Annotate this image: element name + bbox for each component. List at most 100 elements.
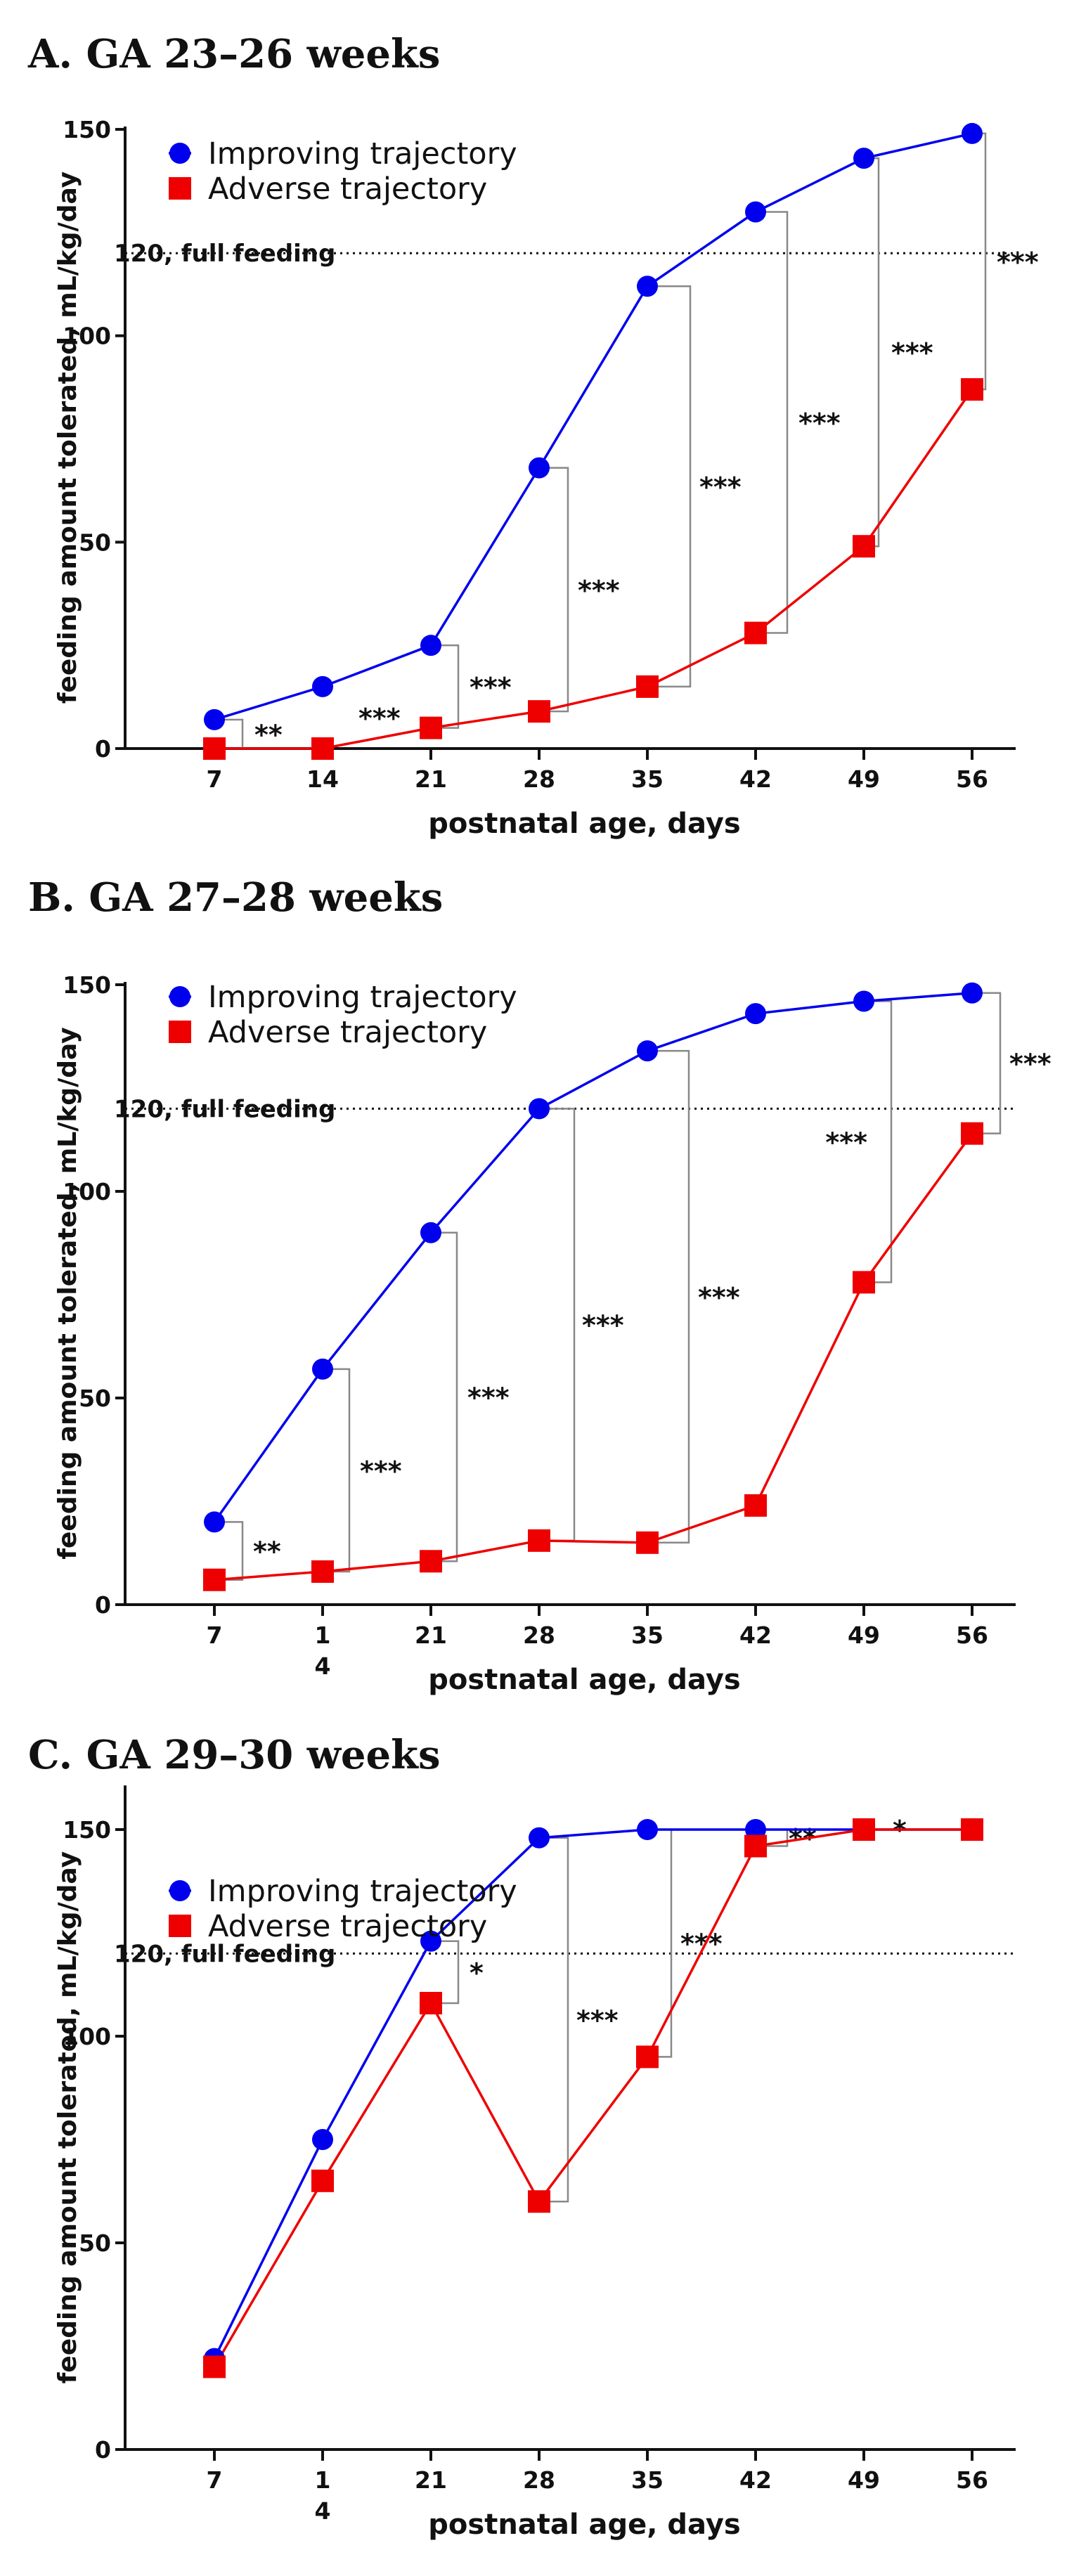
panel-b-sig-label-3: *** [582,1310,624,1341]
panel-c-y-tick-label-3: 150 [63,1816,111,1844]
panel-a-sig-bracket-3 [542,467,569,713]
panel-b-y-axis-label: feeding amount tolerated, mL/kg/day [53,1027,82,1559]
panel-c-series-0-point-3 [529,1827,550,1849]
panel-b-y-tick-label-3: 150 [63,971,111,999]
panel-b-series-0-point-5 [745,1003,766,1025]
panel-c-x-tick-label-2: 21 [415,2466,447,2494]
panel-a-series-0-point-1 [312,675,333,697]
panel-a-series-0-point-3 [529,457,550,479]
panel-b-x-tick-label-6: 49 [848,1622,880,1649]
panel-a-sig-bracket-4 [650,285,692,688]
panel-c-series-1-point-7 [961,1818,983,1841]
panel-a-sig-label-3: *** [578,575,620,606]
panel-a-series-0-point-4 [637,276,658,297]
panel-c-series-0-point-2 [420,1930,441,1952]
panel-b-series-1-point-5 [744,1494,767,1517]
panel-c-legend-label-1: Adverse trajectory [208,1909,487,1944]
panel-c-sig-bracket-0 [434,1940,460,2005]
panel-a-series-0-point-5 [745,201,766,223]
panel-a-x-tick-label-5: 42 [739,765,772,793]
panel-a-series-0-line [214,132,973,721]
panel-a-x-tick-label-7: 56 [956,765,988,793]
panel-b-series-0-line [213,992,973,1523]
panel-b-sig-bracket-2 [434,1231,458,1562]
panel-c-x-tick-label-6: 49 [848,2466,880,2494]
panel-b-series-0-point-2 [420,1222,441,1243]
panel-b-series-0-point-3 [529,1098,550,1120]
panel-a-sig-label-4: *** [699,472,742,503]
panel-a-x-axis-label: postnatal age, days [428,808,740,840]
panel-b-x-tick-label-1-1: 4 [315,1652,331,1680]
panel-a-y-tick-label-0: 0 [95,735,111,763]
panel-a-sig-label-2: *** [470,672,512,703]
panel-a-sig-label-7: *** [997,247,1039,278]
panel-a-series-1-point-2 [420,716,442,739]
panel-b-series-1-point-6 [853,1271,875,1294]
panel-b-x-tick-label-2: 21 [415,1622,447,1649]
panel-b-series-0-point-1 [312,1358,333,1380]
panel-a-sig-label-6: *** [891,337,933,368]
panel-a-series-0-point-6 [853,148,874,169]
panel-b-sig-bracket-1 [325,1368,351,1573]
panel-a-sig-label-1: *** [358,703,401,734]
panel-b-x-tick-label-0: 7 [207,1622,223,1649]
panel-b-title: B. GA 27–28 weeks [28,874,443,921]
panel-a-y-axis-label: feeding amount tolerated, mL/kg/day [53,171,82,704]
panel-b-sig-bracket-3 [542,1108,576,1542]
panel-a-y-tick-label-1: 50 [79,529,111,556]
panel-c-series-1-point-0 [203,2355,226,2378]
panel-b-x-tick-label-7: 56 [956,1622,988,1649]
panel-a-x-tick-label-6: 49 [848,765,880,793]
panel-c-x-tick-label-3: 28 [523,2466,555,2494]
panel-c-legend-label-0: Improving trajectory [208,1874,517,1909]
panel-c-sig-label-2: *** [680,1929,723,1960]
panel-b-x-tick-label-4: 35 [631,1622,664,1649]
panel-a-series-1-point-6 [853,535,875,558]
panel-b-series-1-line [214,1132,973,1581]
panel-b-x-tick-label-5: 42 [739,1622,772,1649]
panel-b-y-tick-label-2: 100 [63,1178,111,1205]
panel-c-sig-bracket-2 [650,1828,673,2058]
panel-a-sig-bracket-7 [975,132,987,391]
panel-b-series-1-point-7 [961,1122,983,1145]
panel-a-series-1-line [214,389,973,750]
panel-b-legend-marker-0 [169,986,190,1007]
panel-a-series-1-point-7 [961,378,983,401]
panel-a-sig-label-0: ** [254,719,283,750]
panel-a-x-tick-label-1: 14 [306,765,339,793]
panel-c-reference-label: 120, full feeding [114,1940,335,1968]
panel-a-sig-label-5: *** [798,408,841,439]
panel-c-series-1-point-3 [528,2190,550,2213]
panel-b-series-0-point-0 [204,1511,225,1533]
panel-c-x-tick-label-4: 35 [631,2466,664,2494]
panel-a-x-tick-label-2: 21 [415,765,447,793]
panel-a-x-tick-label-4: 35 [631,765,664,793]
panel-a-series-1-point-0 [203,737,226,760]
panel-b-series-1-point-1 [311,1560,334,1583]
panel-c-series-0-point-4 [637,1819,658,1840]
panel-b-series-1-point-3 [528,1529,550,1552]
panel-b-series-0-point-4 [637,1040,658,1062]
panel-b-series-1-point-2 [420,1550,442,1573]
panel-b-sig-bracket-6 [975,992,1002,1134]
panel-b-x-tick-label-1-0: 1 [315,1622,331,1649]
panel-b-legend-label-0: Improving trajectory [208,980,517,1015]
panel-b-y-tick-label-1: 50 [79,1385,111,1412]
panel-b-y-tick-label-0: 0 [95,1591,111,1619]
panel-a-legend-label-0: Improving trajectory [208,136,517,171]
panel-b-series-1-point-4 [636,1531,659,1554]
panel-c-series-0-point-1 [312,2129,333,2150]
panel-c-series-1-point-2 [420,1991,442,2014]
panel-c-legend-marker-0 [169,1880,190,1901]
panel-b-legend-label-1: Adverse trajectory [208,1015,487,1050]
panel-b-sig-label-0: ** [253,1536,281,1567]
panel-b-sig-label-6: *** [1009,1049,1052,1080]
panel-c-series-1-line [213,1828,972,2368]
panel-a-sig-bracket-6 [867,157,880,548]
panel-c-sig-bracket-1 [542,1837,569,2203]
panel-c-y-tick-label-0: 0 [95,2436,111,2464]
panel-a-legend-marker-1 [169,177,191,200]
panel-a-reference-label: 120, full feeding [114,240,335,268]
panel-a-sig-bracket-5 [758,211,789,634]
panel-a-y-tick-label-2: 100 [63,323,111,350]
